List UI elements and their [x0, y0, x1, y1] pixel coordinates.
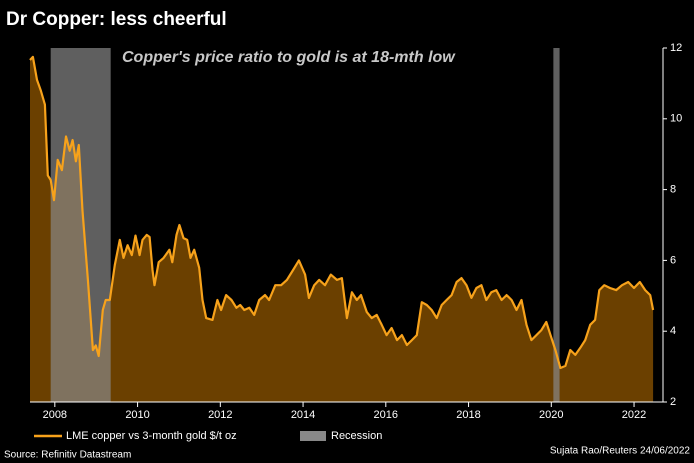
x-tick-label: 2014: [291, 409, 315, 421]
legend-label: Recession: [331, 430, 382, 442]
credit: Sujata Rao/Reuters 24/06/2022: [550, 446, 691, 457]
area-fill: [30, 56, 654, 403]
x-tick-label: 2012: [208, 409, 232, 421]
source: Source: Refinitiv Datastream: [4, 450, 131, 461]
y-tick-label: 12: [670, 42, 682, 54]
x-tick-label: 2022: [622, 409, 646, 421]
x-tick-label: 2016: [374, 409, 398, 421]
chart-title: Dr Copper: less cheerful: [6, 9, 227, 30]
y-tick-label: 8: [670, 184, 676, 196]
legend-label: LME copper vs 3-month gold $/t oz: [66, 430, 237, 442]
x-tick-label: 2010: [125, 409, 149, 421]
y-tick-label: 10: [670, 113, 682, 125]
chart-subtitle: Copper's price ratio to gold is at 18-mt…: [122, 49, 456, 66]
recession-band: [50, 48, 111, 402]
y-tick-label: 2: [670, 396, 676, 408]
y-tick-label: 4: [670, 325, 676, 337]
x-tick-label: 2020: [539, 409, 563, 421]
x-tick-label: 2008: [43, 409, 67, 421]
line: [29, 55, 655, 370]
legend-swatch: [300, 431, 326, 441]
y-tick-label: 6: [670, 254, 676, 266]
x-tick-label: 2018: [456, 409, 480, 421]
recession-band: [553, 48, 560, 402]
